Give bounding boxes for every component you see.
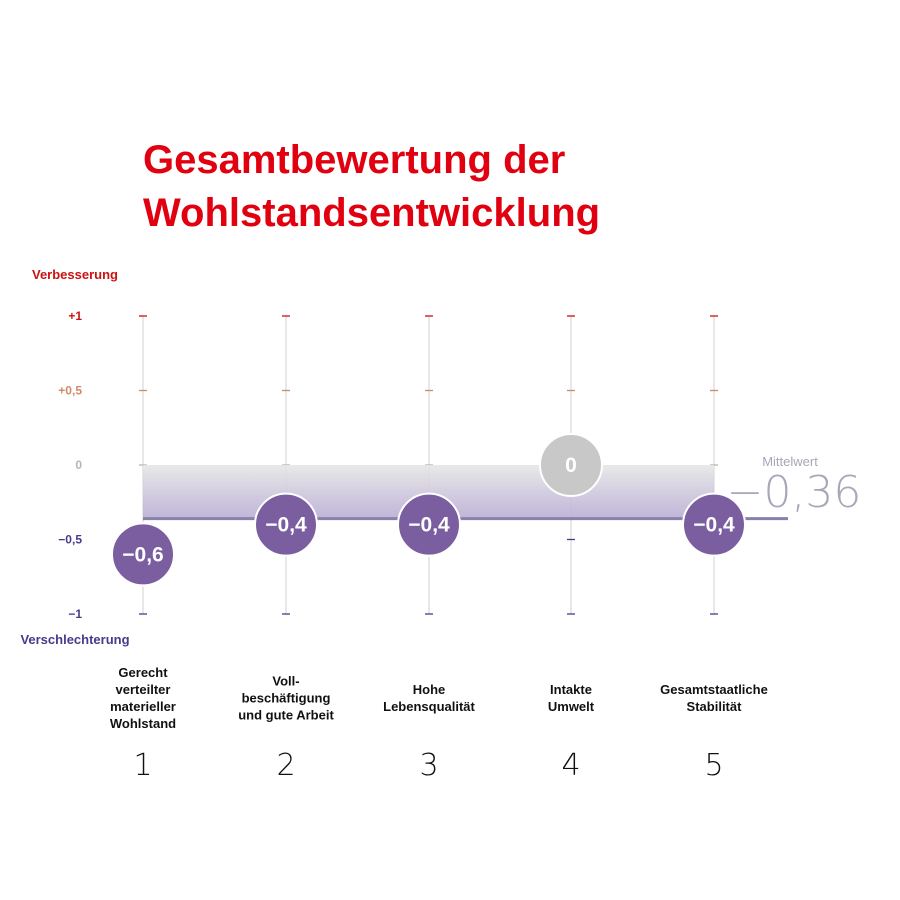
y-label-deterioration: Verschlechterung <box>20 632 129 647</box>
y-tick-label: −1 <box>68 607 82 621</box>
chart-title-line-2: Wohlstandsentwicklung <box>143 191 600 235</box>
y-label-improvement: Verbesserung <box>32 267 118 282</box>
category-number-5: 5 <box>704 748 723 783</box>
y-tick-label: +0,5 <box>58 384 82 398</box>
category-label-1: Gerecht <box>118 665 168 680</box>
y-tick-label: −0,5 <box>58 533 82 547</box>
value-bubble-4 <box>539 433 603 497</box>
value-bubble-5 <box>682 492 746 557</box>
category-label-2: beschäftigung <box>242 691 331 706</box>
category-label-1: materieller <box>110 699 176 714</box>
category-number-4: 4 <box>561 748 580 783</box>
value-label-2: −0,4 <box>265 514 307 537</box>
mean-value: −0,36 <box>727 467 862 518</box>
category-number-1: 1 <box>133 748 152 783</box>
value-bubble-2 <box>254 492 318 557</box>
value-label-1: −0,6 <box>122 543 163 566</box>
category-label-2: und gute Arbeit <box>238 708 334 723</box>
category-label-1: verteilter <box>116 682 171 697</box>
y-tick-label: 0 <box>75 458 82 472</box>
value-bubble-1 <box>111 522 175 587</box>
mean-title: Mittelwert <box>762 454 818 469</box>
category-label-5: Stabilität <box>687 699 743 714</box>
category-label-1: Wohlstand <box>110 716 176 731</box>
category-number-3: 3 <box>419 748 438 783</box>
category-label-3: Lebensqualität <box>383 699 475 714</box>
category-number-2: 2 <box>276 748 295 783</box>
category-label-4: Umwelt <box>548 699 595 714</box>
value-label-3: −0,4 <box>408 514 450 537</box>
category-label-4: Intakte <box>550 682 592 697</box>
y-tick-label: +1 <box>68 309 82 323</box>
chart-title-line-1: Gesamtbewertung der <box>143 138 565 182</box>
value-label-4: 0 <box>565 454 577 477</box>
value-bubble-3 <box>397 492 461 557</box>
category-label-5: Gesamtstaatliche <box>660 682 768 697</box>
category-label-3: Hohe <box>413 682 446 697</box>
value-label-5: −0,4 <box>693 514 735 537</box>
category-label-2: Voll- <box>272 674 299 689</box>
